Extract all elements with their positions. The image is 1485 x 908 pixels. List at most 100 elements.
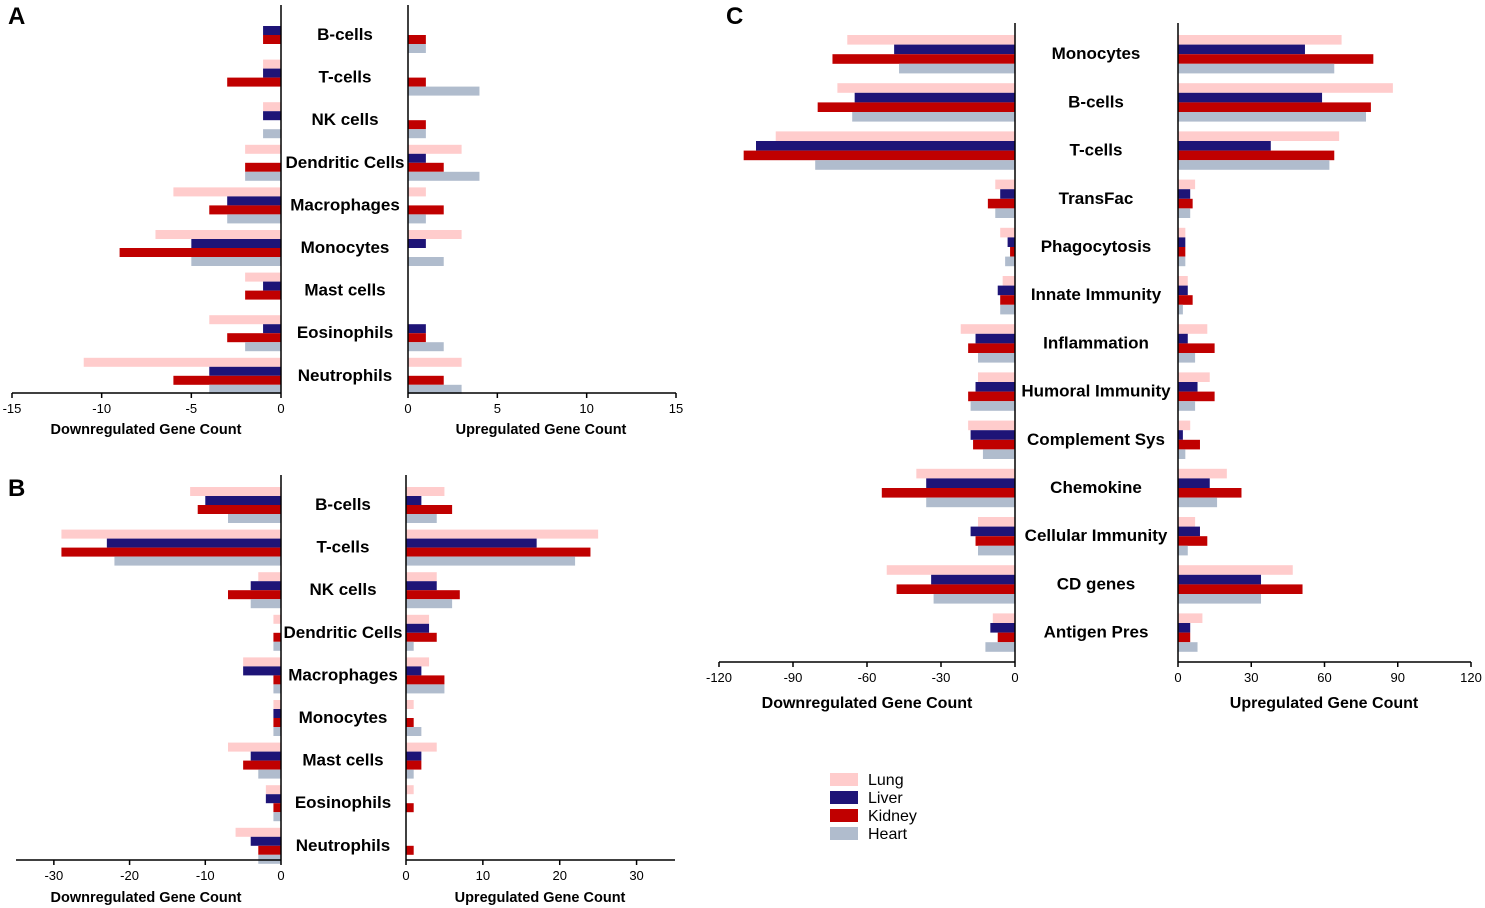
bar-down-lung-eosinophils bbox=[265, 785, 281, 795]
bar-up-kidney-antigen-pres bbox=[1178, 632, 1191, 643]
bar-down-heart-cellular-immunity bbox=[978, 545, 1015, 556]
bar-up-heart-antigen-pres bbox=[1178, 642, 1198, 652]
bar-up-lung-neutrophils bbox=[408, 357, 462, 367]
category-label: B-cells bbox=[1068, 92, 1124, 111]
bar-up-kidney-dendritic-cells bbox=[408, 162, 444, 172]
bar-down-lung-monocytes bbox=[273, 700, 281, 709]
bar-up-liver-macrophages bbox=[406, 666, 422, 676]
bar-up-kidney-transfac bbox=[1178, 198, 1193, 209]
down-tick-label: -60 bbox=[858, 670, 877, 685]
bar-up-kidney-dendritic-cells bbox=[406, 632, 437, 642]
category-label: Chemokine bbox=[1050, 478, 1142, 497]
category-label: Dendritic Cells bbox=[285, 153, 404, 172]
bar-up-liver-t-cells bbox=[406, 538, 537, 548]
bar-down-liver-mast-cells bbox=[250, 751, 281, 761]
bar-down-kidney-t-cells bbox=[743, 150, 1015, 161]
bar-up-liver-mast-cells bbox=[406, 751, 422, 761]
bar-up-heart-b-cells bbox=[408, 44, 426, 53]
bar-down-lung-monocytes bbox=[847, 35, 1015, 45]
bar-down-liver-mast-cells bbox=[263, 281, 281, 291]
bar-down-kidney-monocytes bbox=[273, 718, 281, 727]
up-tick-label: 30 bbox=[629, 868, 643, 883]
bar-down-heart-macrophages bbox=[273, 684, 281, 694]
bar-down-kidney-eosinophils bbox=[227, 333, 281, 343]
bar-up-lung-chemokine bbox=[1178, 468, 1227, 479]
bar-down-heart-monocytes bbox=[191, 257, 281, 266]
bar-up-lung-cellular-immunity bbox=[1178, 517, 1196, 527]
bar-down-heart-t-cells bbox=[114, 556, 281, 566]
bar-up-liver-monocytes bbox=[1178, 44, 1305, 55]
bar-up-heart-macrophages bbox=[408, 214, 426, 224]
category-label: Complement Sys bbox=[1027, 430, 1165, 449]
bar-down-liver-monocytes bbox=[191, 239, 281, 248]
bar-down-heart-dendritic-cells bbox=[273, 641, 281, 651]
bar-down-liver-monocytes bbox=[273, 709, 281, 718]
category-label: Mast cells bbox=[302, 751, 383, 770]
category-label: Innate Immunity bbox=[1031, 285, 1162, 304]
bar-up-heart-t-cells bbox=[406, 556, 576, 566]
category-label: B-cells bbox=[315, 495, 371, 514]
panel-c: C Monocytes B-cells T-cells TransFac Phagocyt… bbox=[706, 3, 1482, 712]
category-label: TransFac bbox=[1059, 189, 1134, 208]
up-tick-label: 0 bbox=[404, 401, 411, 416]
bar-up-kidney-eosinophils bbox=[408, 333, 426, 343]
category-label: CD genes bbox=[1057, 574, 1135, 593]
bar-down-kidney-t-cells bbox=[61, 547, 281, 557]
bar-up-kidney-inflammation bbox=[1178, 343, 1215, 353]
bar-up-lung-transfac bbox=[1178, 179, 1196, 190]
bar-down-lung-eosinophils bbox=[209, 315, 281, 325]
up-tick-label: 0 bbox=[402, 868, 409, 883]
category-label: NK cells bbox=[311, 110, 378, 129]
bar-down-liver-neutrophils bbox=[250, 836, 281, 846]
bar-down-heart-monocytes bbox=[273, 727, 281, 736]
bar-down-kidney-innate-immunity bbox=[1000, 295, 1015, 305]
bar-up-heart-t-cells bbox=[1178, 160, 1330, 170]
bar-up-kidney-macrophages bbox=[408, 205, 444, 215]
bar-up-liver-dendritic-cells bbox=[408, 153, 426, 163]
bar-up-kidney-t-cells bbox=[408, 77, 426, 87]
bar-down-lung-dendritic-cells bbox=[273, 614, 281, 624]
bar-up-liver-b-cells bbox=[406, 496, 422, 505]
bar-up-heart-monocytes bbox=[406, 727, 422, 736]
bar-down-heart-chemokine bbox=[926, 497, 1015, 508]
bar-up-lung-eosinophils bbox=[406, 785, 414, 795]
bar-down-kidney-dendritic-cells bbox=[245, 162, 281, 172]
legend-label-lung: Lung bbox=[868, 772, 904, 789]
legend-swatch-kidney bbox=[830, 809, 858, 822]
bar-up-lung-mast-cells bbox=[406, 742, 437, 752]
bar-down-liver-macrophages bbox=[227, 196, 281, 206]
category-label: Cellular Immunity bbox=[1025, 526, 1168, 545]
bar-up-kidney-macrophages bbox=[406, 675, 445, 685]
bar-down-lung-neutrophils bbox=[235, 827, 281, 837]
bar-down-kidney-neutrophils bbox=[173, 375, 281, 385]
bar-up-kidney-monocytes bbox=[1178, 54, 1374, 64]
bar-up-lung-monocytes bbox=[406, 700, 414, 709]
up-tick-label: 60 bbox=[1317, 670, 1331, 685]
category-label: Humoral Immunity bbox=[1021, 382, 1171, 401]
up-tick-label: 10 bbox=[579, 401, 593, 416]
category-label: Eosinophils bbox=[297, 323, 393, 342]
bar-up-liver-inflammation bbox=[1178, 333, 1188, 344]
down-axis-title: Downregulated Gene Count bbox=[51, 890, 242, 906]
category-label: T-cells bbox=[317, 538, 370, 557]
bar-down-heart-dendritic-cells bbox=[245, 171, 281, 181]
bar-down-lung-humoral-immunity bbox=[978, 372, 1015, 382]
bar-up-heart-nk-cells bbox=[406, 599, 453, 609]
bar-down-lung-macrophages bbox=[243, 657, 281, 667]
bar-down-kidney-neutrophils bbox=[258, 845, 281, 855]
bar-up-kidney-humoral-immunity bbox=[1178, 391, 1215, 402]
bar-down-liver-neutrophils bbox=[209, 366, 281, 376]
down-tick-label: -30 bbox=[932, 670, 951, 685]
bar-up-liver-humoral-immunity bbox=[1178, 382, 1198, 392]
bar-down-kidney-nk-cells bbox=[228, 590, 281, 600]
bar-up-kidney-chemokine bbox=[1178, 488, 1242, 498]
bar-down-liver-innate-immunity bbox=[997, 285, 1015, 296]
bar-down-heart-eosinophils bbox=[245, 342, 281, 352]
panel-b: B B-cells T-cells NK cells Dendritic Cells Ma… bbox=[8, 475, 675, 906]
bar-down-heart-neutrophils bbox=[209, 384, 281, 394]
bar-down-liver-nk-cells bbox=[263, 111, 281, 121]
up-tick-label: 0 bbox=[1174, 670, 1181, 685]
bar-down-liver-humoral-immunity bbox=[975, 382, 1015, 392]
bar-down-heart-complement-sys bbox=[982, 449, 1015, 459]
bar-up-lung-b-cells bbox=[406, 487, 445, 496]
